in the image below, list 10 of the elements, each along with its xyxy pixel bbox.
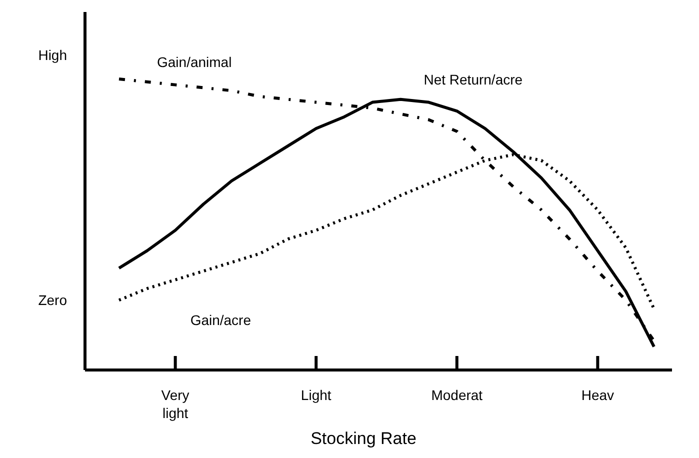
x-tick-label: Light bbox=[300, 387, 332, 403]
text: High bbox=[38, 47, 67, 63]
series-label: Gain/animal bbox=[157, 54, 232, 70]
series-label: Net Return/acre bbox=[424, 71, 523, 88]
text: Zero bbox=[38, 292, 68, 308]
x-tick-label: Very light bbox=[161, 387, 190, 421]
x-tick-label: Moderat bbox=[431, 387, 483, 403]
x-axis-title: Stocking Rate bbox=[310, 429, 416, 448]
text: Gain/acre bbox=[190, 312, 252, 328]
x-tick-label: Heav bbox=[581, 387, 614, 403]
